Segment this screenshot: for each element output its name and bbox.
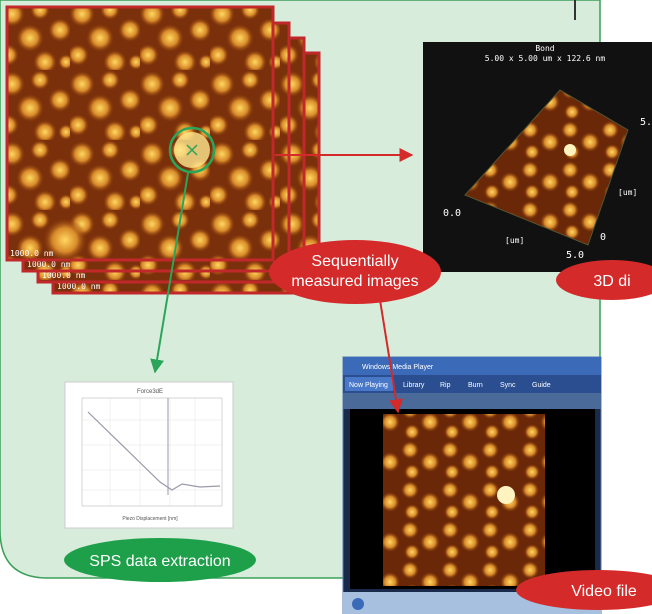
media-player: Windows Media Player Now Playing Library R… [342,356,602,614]
callout-text: 3D di [593,273,630,290]
arrow [379,299,403,414]
afm-stack: 1000.0 nm 1000.0 nm 1000.0 nm 1000.0 nm [5,5,321,295]
selection-circle [168,126,216,174]
force-curve: Force3dE Piezo Displacement [nm] [64,381,234,529]
afm-frame [5,5,275,262]
force-trace [87,411,221,491]
scale-label: 1000.0 nm [57,282,101,291]
surface [464,89,629,246]
callout [556,260,652,300]
callout [269,240,441,304]
tabs: Now Playing Library Rip Burn Sync Guide [349,382,551,389]
plot-box [64,381,234,529]
title-bar [343,357,601,375]
selection-cross [186,144,198,156]
scale-label: 1000.0 nm [27,260,71,269]
play-button [352,598,364,610]
scale-label: 1000.0 nm [10,249,54,258]
axis-unit: [um] [505,236,524,245]
view-3d-title: Bond [535,44,554,53]
axis-tick: 0.0 [443,208,461,219]
tab-label: Library [403,382,425,389]
callout [516,570,652,610]
axis-tick: 0 [600,232,606,243]
video-feature [497,486,515,504]
view-3d-dimensions: 5.00 x 5.00 um x 122.6 nm [485,54,606,63]
callout-text: SPS data extraction [89,553,230,570]
plot-x-label: Piezo Displacement [nm] [122,516,178,522]
tab-label: Burn [468,382,483,389]
callout-text: measured images [291,273,418,290]
axis-unit: [um] [618,188,637,197]
plot-grid [82,398,222,506]
tab-label: Now Playing [349,382,388,389]
tab-label: Sync [500,382,516,389]
toolbar [343,393,601,409]
arrow [150,172,189,374]
tab-label: Guide [532,382,551,389]
view-3d: Bond 5.00 x 5.00 um x 122.6 nm [um] [um]… [423,42,652,272]
plot-title: Force3dE [137,389,163,395]
callout [64,538,256,582]
video-frame [383,414,545,586]
axis-tick: 5.0 [640,117,652,128]
plot-axes [81,397,223,507]
tab-active [345,377,393,391]
callout-text: Sequentially [311,253,398,270]
callout-text: Video file [571,583,637,600]
axis-tick: 5.0 [566,250,584,261]
window-title: Windows Media Player [362,364,434,371]
scale-label: 1000.0 nm [42,271,86,280]
tab-bar [343,375,601,393]
afm-feature [43,218,87,262]
surface-feature [564,144,576,156]
tab-label: Rip [440,382,451,389]
